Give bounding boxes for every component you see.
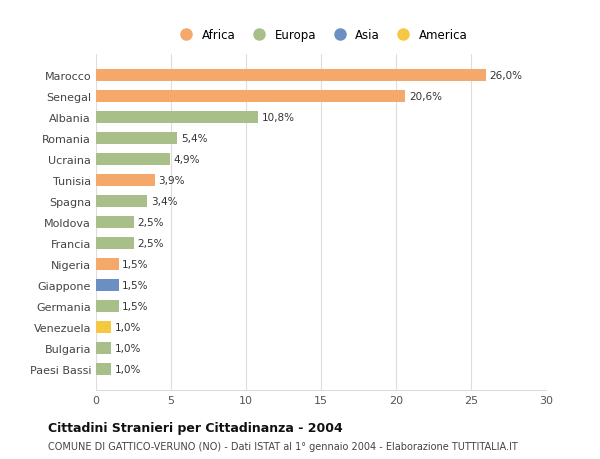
Bar	[96, 70, 486, 82]
Text: COMUNE DI GATTICO-VERUNO (NO) - Dati ISTAT al 1° gennaio 2004 - Elaborazione TUT: COMUNE DI GATTICO-VERUNO (NO) - Dati IST…	[48, 441, 518, 451]
Text: 1,5%: 1,5%	[122, 302, 149, 311]
Text: 4,9%: 4,9%	[173, 155, 200, 165]
Bar	[96, 112, 258, 123]
Text: 10,8%: 10,8%	[262, 113, 295, 123]
Text: 26,0%: 26,0%	[490, 71, 523, 81]
Bar	[96, 133, 177, 145]
Text: Cittadini Stranieri per Cittadinanza - 2004: Cittadini Stranieri per Cittadinanza - 2…	[48, 421, 343, 434]
Bar	[96, 91, 405, 103]
Bar	[96, 342, 111, 354]
Bar	[96, 301, 119, 312]
Text: 3,4%: 3,4%	[151, 197, 177, 207]
Bar	[96, 154, 170, 166]
Bar	[96, 280, 119, 291]
Text: 1,5%: 1,5%	[122, 280, 149, 291]
Text: 1,5%: 1,5%	[122, 259, 149, 269]
Text: 5,4%: 5,4%	[181, 134, 207, 144]
Text: 1,0%: 1,0%	[115, 322, 141, 332]
Bar	[96, 322, 111, 333]
Text: 3,9%: 3,9%	[158, 176, 185, 186]
Bar	[96, 217, 133, 229]
Legend: Africa, Europa, Asia, America: Africa, Europa, Asia, America	[170, 24, 472, 46]
Bar	[96, 238, 133, 249]
Bar	[96, 175, 155, 186]
Text: 2,5%: 2,5%	[137, 218, 164, 228]
Text: 1,0%: 1,0%	[115, 343, 141, 353]
Text: 20,6%: 20,6%	[409, 92, 442, 102]
Bar	[96, 259, 119, 270]
Text: 1,0%: 1,0%	[115, 364, 141, 374]
Bar	[96, 364, 111, 375]
Bar	[96, 196, 147, 207]
Text: 2,5%: 2,5%	[137, 239, 164, 248]
